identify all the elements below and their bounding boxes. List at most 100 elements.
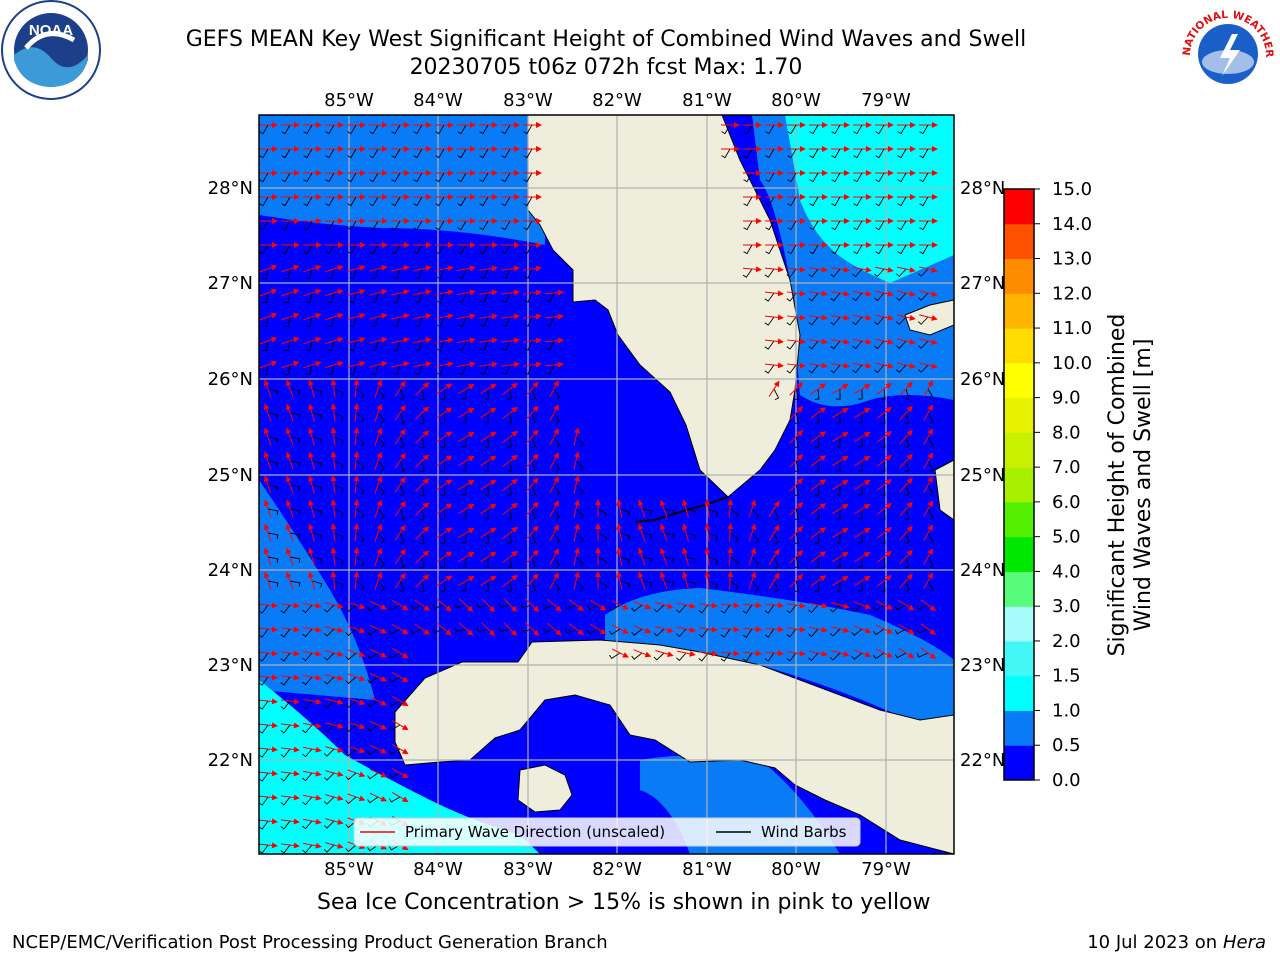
wind-barb	[302, 796, 313, 806]
wave-direction-arrow	[353, 547, 360, 567]
colorbar-tick-label: 11.0	[1052, 318, 1092, 339]
wave-direction-arrow	[457, 431, 475, 442]
wind-barb	[289, 580, 301, 587]
wind-barb	[927, 580, 934, 593]
wave-direction-arrow	[391, 313, 410, 320]
wave-direction-arrow	[347, 337, 366, 344]
wave-direction-arrow	[303, 770, 322, 777]
wave-direction-arrow	[920, 623, 937, 635]
wind-barb	[676, 604, 687, 614]
nws-logo: NATIONAL WEATHER SERVICE	[1176, 0, 1276, 102]
wind-barb	[413, 244, 423, 255]
wind-barb	[289, 508, 301, 515]
wind-barb	[484, 388, 489, 400]
wave-direction-arrow	[659, 571, 668, 590]
wind-barb	[502, 364, 511, 375]
wind-barb	[698, 628, 709, 638]
wind-barb	[881, 460, 886, 472]
wind-barb	[553, 484, 560, 496]
wind-barb	[720, 628, 731, 638]
wave-direction-arrow	[374, 379, 383, 398]
wave-direction-arrow	[704, 547, 711, 566]
lon-tick-bottom: 83°W	[503, 859, 553, 880]
wind-barb	[311, 388, 323, 396]
wind-barb	[904, 460, 910, 473]
colorbar-tick-label: 15.0	[1052, 179, 1092, 200]
wave-direction-arrow	[809, 362, 828, 369]
wind-barb	[814, 412, 820, 424]
wave-direction-arrow	[787, 602, 806, 609]
wind-barb	[259, 172, 269, 183]
wind-barb	[371, 268, 379, 280]
wind-barb	[388, 796, 401, 803]
wind-barb	[369, 196, 379, 207]
wave-direction-arrow	[330, 547, 337, 567]
lat-tick-left: 28°N	[208, 178, 253, 199]
wind-barb	[836, 580, 841, 592]
wind-barb	[904, 412, 910, 425]
wave-direction-arrow	[415, 502, 430, 516]
wave-direction-arrow	[479, 265, 498, 272]
colorbar-tick-label: 2.0	[1052, 631, 1081, 652]
wave-direction-arrow	[875, 624, 893, 634]
wind-barb	[399, 460, 405, 473]
wave-direction-arrow	[568, 599, 584, 612]
colorbar-tick-label: 8.0	[1052, 422, 1081, 443]
wind-barb	[484, 580, 489, 592]
wave-direction-arrow	[330, 427, 337, 447]
sea-ice-note: Sea Ice Concentration > 15% is shown in …	[317, 890, 931, 915]
wave-direction-arrow	[875, 362, 894, 369]
wave-direction-arrow	[876, 526, 892, 539]
wind-barb	[388, 604, 401, 611]
wave-direction-arrow	[457, 361, 476, 368]
wave-direction-arrow	[897, 314, 916, 321]
wind-barb	[440, 460, 446, 472]
wind-barb	[377, 388, 385, 400]
wind-barb	[367, 628, 379, 636]
wave-direction-arrow	[457, 313, 476, 320]
wind-barb	[267, 580, 279, 587]
wind-barb	[355, 580, 365, 591]
colorbar-frame	[1003, 188, 1035, 781]
wave-direction-arrow	[436, 455, 453, 467]
wave-direction-arrow	[369, 600, 388, 610]
wind-barb	[874, 364, 885, 374]
wind-barb	[262, 292, 269, 304]
wave-direction-arrow	[764, 650, 784, 657]
wind-barb	[685, 580, 697, 588]
wave-direction-arrow	[503, 598, 518, 613]
wind-barb	[858, 388, 863, 400]
wave-direction-arrow	[414, 623, 431, 635]
wave-direction-arrow	[809, 626, 828, 633]
wind-barb	[325, 172, 335, 183]
wave-direction-arrow	[285, 571, 294, 590]
wave-direction-arrow	[369, 313, 388, 320]
wind-barb	[609, 628, 621, 636]
wave-direction-arrow	[854, 503, 871, 515]
wave-direction-arrow	[525, 405, 539, 421]
wave-direction-arrow	[325, 288, 344, 297]
wind-barb	[720, 652, 731, 662]
wave-direction-arrow	[347, 697, 366, 706]
chart-title: GEFS MEAN Key West Significant Height of…	[185, 27, 1027, 52]
wind-barb	[836, 436, 841, 448]
wind-barb	[897, 172, 907, 183]
lon-tick-top: 82°W	[592, 90, 642, 111]
wave-direction-arrow	[457, 503, 475, 514]
colorbar-bin	[1004, 362, 1034, 399]
wind-barb	[303, 220, 313, 231]
wind-barb	[355, 532, 365, 543]
wave-direction-arrow	[325, 674, 344, 681]
wave-direction-arrow	[415, 454, 430, 468]
wind-barb	[371, 292, 379, 304]
wave-direction-arrow	[853, 649, 872, 658]
wind-barb	[831, 124, 841, 135]
wave-direction-arrow	[523, 361, 542, 368]
wind-barb	[507, 388, 512, 400]
wave-direction-arrow	[720, 602, 740, 609]
wave-direction-arrow	[742, 266, 762, 273]
wind-barb	[399, 580, 405, 593]
wave-direction-arrow	[549, 380, 559, 398]
wind-barb	[462, 580, 467, 592]
wind-barb	[369, 124, 379, 135]
